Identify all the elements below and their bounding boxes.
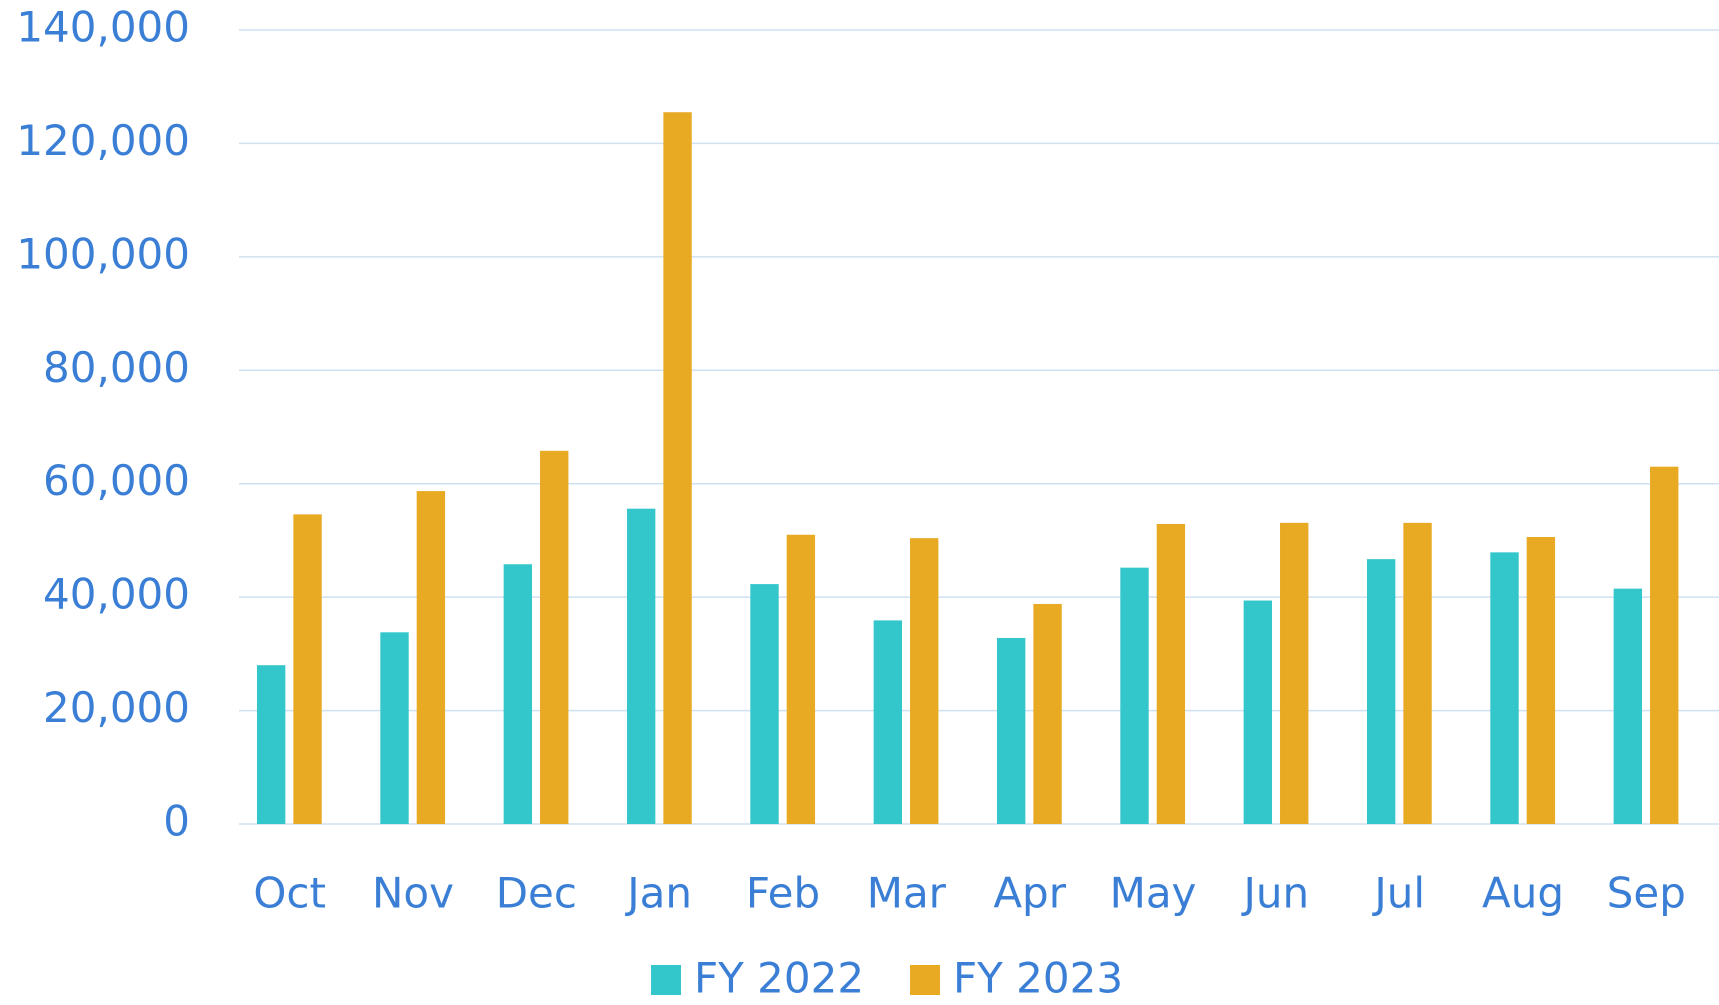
bar xyxy=(503,564,533,824)
bar xyxy=(1033,603,1062,824)
legend-swatch xyxy=(910,965,940,995)
bar xyxy=(1156,523,1186,824)
y-tick-label: 120,000 xyxy=(16,116,190,165)
bar xyxy=(1366,559,1396,824)
bar xyxy=(540,450,569,824)
legend-label: FY 2022 xyxy=(694,954,864,1003)
y-tick-label: 100,000 xyxy=(16,229,190,278)
y-tick-label: 40,000 xyxy=(43,570,190,619)
bar xyxy=(1490,552,1519,824)
bar xyxy=(750,584,779,824)
x-tick-label: Feb xyxy=(746,869,820,918)
x-tick-label: May xyxy=(1110,869,1197,918)
bar xyxy=(1650,466,1679,824)
bar xyxy=(256,665,286,824)
bar xyxy=(293,514,322,824)
x-tick-label: Aug xyxy=(1482,869,1564,918)
y-tick-label: 20,000 xyxy=(43,683,190,732)
bar xyxy=(996,637,1026,824)
x-tick-label: Jan xyxy=(624,869,692,918)
x-tick-label: Sep xyxy=(1607,869,1686,918)
x-tick-label: Oct xyxy=(253,869,326,918)
bar xyxy=(1526,537,1556,824)
bar xyxy=(910,538,939,824)
bar xyxy=(873,620,903,824)
legend-swatch xyxy=(651,965,681,995)
x-tick-label: Mar xyxy=(867,869,947,918)
x-tick-label: Apr xyxy=(993,869,1066,918)
bar xyxy=(626,508,656,824)
bar xyxy=(1243,600,1273,824)
legend-label: FY 2023 xyxy=(953,954,1123,1003)
x-tick-label: Jul xyxy=(1371,869,1425,918)
x-tick-label: Nov xyxy=(372,869,454,918)
bar xyxy=(1120,567,1149,824)
y-tick-label: 140,000 xyxy=(16,3,190,52)
x-tick-label: Jun xyxy=(1241,869,1310,918)
bar xyxy=(416,491,446,824)
bar xyxy=(1403,522,1432,824)
y-tick-label: 80,000 xyxy=(43,343,190,392)
bar xyxy=(663,112,692,824)
bar xyxy=(1280,522,1309,824)
bar xyxy=(786,534,816,824)
y-tick-label: 0 xyxy=(163,797,190,846)
bar xyxy=(380,632,409,824)
x-tick-label: Dec xyxy=(496,869,577,918)
bar xyxy=(1613,588,1643,824)
y-tick-label: 60,000 xyxy=(43,456,190,505)
